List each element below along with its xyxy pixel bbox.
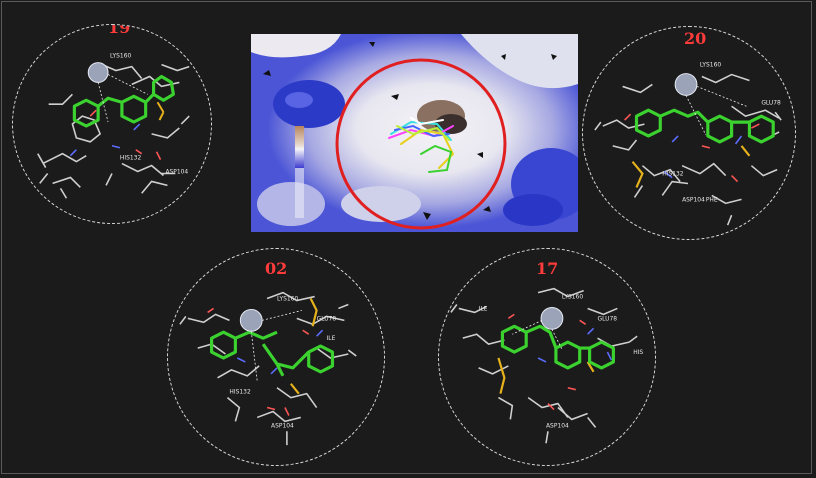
molecule-render-19: LYS160 GLU78 HIS132 ASP104 [37, 48, 203, 199]
svg-text:ASP104: ASP104 [271, 422, 294, 429]
svg-text:LYS160: LYS160 [700, 62, 721, 69]
svg-text:ILE: ILE [327, 335, 336, 342]
compound-label-19: 19 [108, 24, 131, 37]
docking-panel-19: LYS160 GLU78 HIS132 ASP104 19 [12, 24, 212, 224]
svg-text:GLU78: GLU78 [317, 315, 337, 322]
docking-panel-17: LYS160 GLU78 HIS ASP104 ILE 17 [438, 248, 656, 466]
compound-label-20: 20 [684, 29, 707, 48]
docking-panel-20: LYS160 GLU78 HIS132 ASP104 PHE 20 [582, 26, 796, 240]
protein-surface-image [251, 34, 578, 232]
svg-text:GLU78: GLU78 [598, 315, 618, 322]
molecule-render-20: LYS160 GLU78 HIS132 ASP104 PHE [594, 62, 782, 226]
docking-panel-02: LYS160 GLU78 ILE HIS132 ASP104 02 [167, 248, 385, 466]
svg-text:HIS: HIS [633, 349, 643, 356]
svg-text:LYS160: LYS160 [277, 296, 298, 303]
compound-label-17: 17 [536, 259, 559, 278]
svg-text:ASP104: ASP104 [682, 196, 705, 203]
svg-text:ASP104: ASP104 [546, 422, 569, 429]
svg-text:HIS132: HIS132 [120, 155, 142, 162]
compound-label-02: 02 [265, 259, 288, 278]
molecule-render-17: LYS160 GLU78 HIS ASP104 ILE [450, 287, 643, 444]
svg-text:HIS132: HIS132 [662, 171, 684, 178]
svg-text:GLU78: GLU78 [183, 48, 203, 55]
svg-text:ILE: ILE [479, 305, 488, 312]
svg-text:HIS132: HIS132 [229, 389, 251, 396]
molecule-render-02: LYS160 GLU78 ILE HIS132 ASP104 [179, 291, 357, 446]
svg-text:PHE: PHE [706, 196, 718, 203]
svg-text:ASP104: ASP104 [165, 169, 188, 176]
svg-text:LYS160: LYS160 [110, 53, 131, 60]
svg-text:LYS160: LYS160 [562, 294, 583, 301]
svg-text:GLU78: GLU78 [761, 99, 781, 106]
